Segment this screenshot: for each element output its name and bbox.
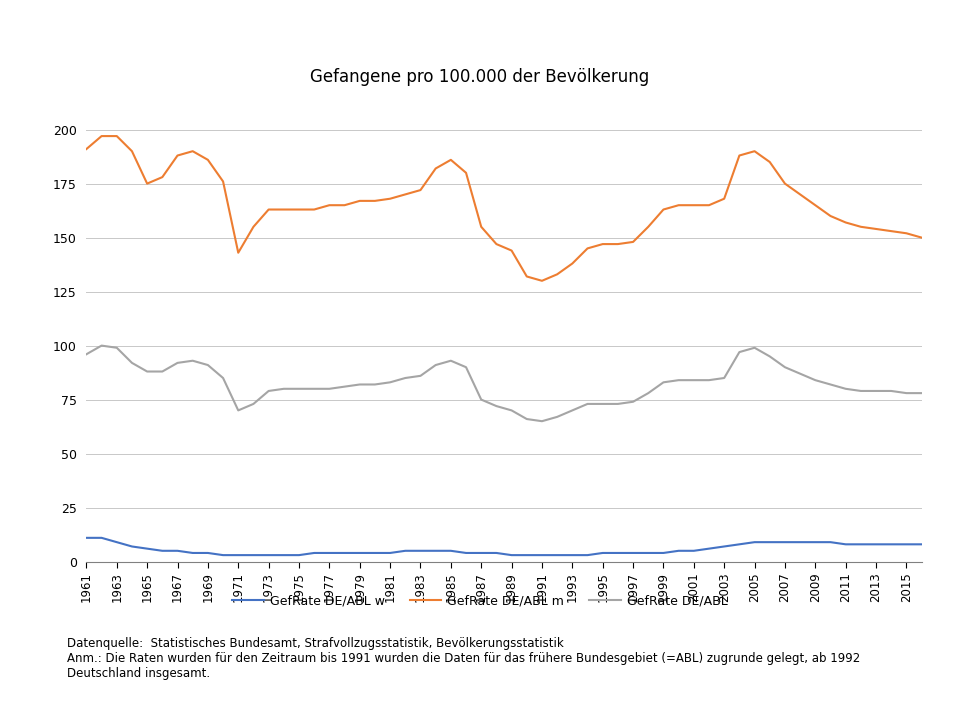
GefRate DE/ABL m (399, 190, 411, 199)
GefRate DE/ABL (749, 343, 760, 352)
GefRate DE/ABL m (537, 276, 548, 285)
GefRate DE/ABL (658, 378, 669, 387)
GefRate DE/ABL w (642, 549, 654, 557)
GefRate DE/ABL (111, 343, 123, 352)
GefRate DE/ABL m (658, 205, 669, 214)
GefRate DE/ABL w (733, 540, 745, 549)
GefRate DE/ABL w (916, 540, 927, 549)
GefRate DE/ABL w (612, 549, 624, 557)
GefRate DE/ABL m (111, 132, 123, 140)
GefRate DE/ABL w (399, 546, 411, 555)
GefRate DE/ABL (399, 374, 411, 382)
GefRate DE/ABL w (96, 534, 108, 542)
GefRate DE/ABL m (81, 145, 92, 153)
GefRate DE/ABL m (749, 147, 760, 156)
GefRate DE/ABL (81, 350, 92, 359)
GefRate DE/ABL m (627, 238, 638, 246)
GefRate DE/ABL w (217, 551, 228, 559)
Line: GefRate DE/ABL m: GefRate DE/ABL m (86, 136, 922, 281)
GefRate DE/ABL (582, 400, 593, 408)
GefRate DE/ABL (916, 389, 927, 397)
GefRate DE/ABL (627, 397, 638, 406)
GefRate DE/ABL w (566, 551, 578, 559)
GefRate DE/ABL w (81, 534, 92, 542)
Line: GefRate DE/ABL w: GefRate DE/ABL w (86, 538, 922, 555)
Text: Gefangene pro 100.000 der Bevölkerung: Gefangene pro 100.000 der Bevölkerung (310, 68, 650, 86)
GefRate DE/ABL m (582, 244, 593, 253)
GefRate DE/ABL (537, 417, 548, 426)
Line: GefRate DE/ABL: GefRate DE/ABL (86, 346, 922, 421)
GefRate DE/ABL (96, 341, 108, 350)
Text: Datenquelle:  Statistisches Bundesamt, Strafvollzugsstatistik, Bevölkerungsstati: Datenquelle: Statistisches Bundesamt, St… (67, 637, 860, 680)
GefRate DE/ABL m (96, 132, 108, 140)
GefRate DE/ABL m (916, 233, 927, 242)
Legend: GefRate DE/ABL w, GefRate DE/ABL m, GefRate DE/ABL: GefRate DE/ABL w, GefRate DE/ABL m, GefR… (228, 590, 732, 613)
